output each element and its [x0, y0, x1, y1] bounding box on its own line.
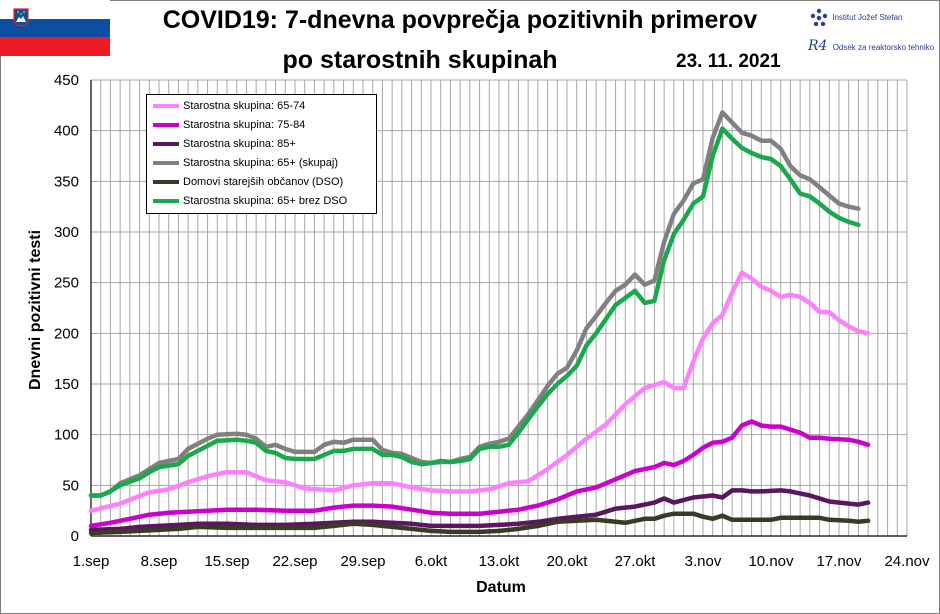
- legend-item: Starostna skupina: 75-84: [153, 116, 305, 134]
- ijs-logo-icon: [808, 8, 830, 28]
- x-tick-label: 15.sep: [204, 553, 249, 570]
- x-tick-label: 1.sep: [73, 553, 110, 570]
- y-tick-label: 0: [71, 528, 79, 545]
- y-tick-label: 150: [54, 376, 79, 393]
- ijs-logo: Institut Jožef Stefan: [808, 8, 903, 28]
- series-line-2: [88, 488, 871, 533]
- y-tick-label: 50: [62, 477, 79, 494]
- chart-title-line1: COVID19: 7-dnevna povprečja pozitivnih p…: [162, 6, 758, 34]
- legend-label: Starostna skupina: 85+: [183, 138, 296, 150]
- x-tick-label: 17.nov: [816, 553, 862, 570]
- chart-series: [88, 110, 871, 536]
- legend-swatch: [153, 104, 179, 108]
- x-tick-label: 24.nov: [884, 553, 930, 570]
- series-line-0: [88, 270, 871, 513]
- legend-swatch: [153, 180, 179, 184]
- y-tick-label: 300: [54, 224, 79, 241]
- x-tick-label: 13.okt: [479, 553, 521, 570]
- series-line-3: [88, 110, 861, 498]
- legend-item: Domovi starejših občanov (DSO): [153, 173, 343, 191]
- chart-axes: [90, 80, 907, 537]
- odsek-logo-mark: R4: [808, 38, 828, 54]
- legend-label: Starostna skupina: 65+ (skupaj): [183, 157, 339, 169]
- legend-label: Starostna skupina: 65+ brez DSO: [183, 195, 348, 207]
- odsek-logo: R4 Odsek za reaktorsko tehniko: [808, 38, 934, 54]
- y-tick-label: 350: [54, 173, 79, 190]
- x-tick-label: 20.okt: [547, 553, 589, 570]
- x-tick-label: 27.okt: [615, 553, 657, 570]
- chart-legend: Starostna skupina: 65-74 Starostna skupi…: [146, 94, 377, 214]
- chart-title-line2: po starostnih skupinah: [282, 46, 558, 74]
- series-line-4: [88, 511, 871, 536]
- odsek-logo-text: Odsek za reaktorsko tehniko: [832, 43, 935, 52]
- x-tick-label: 3.nov: [685, 553, 722, 570]
- y-tick-label: 100: [54, 427, 79, 444]
- report-date: 23. 11. 2021: [676, 51, 781, 72]
- legend-label: Starostna skupina: 65-74: [183, 100, 306, 112]
- y-tick-label: 250: [54, 275, 79, 292]
- y-tick-label: 400: [54, 123, 79, 140]
- x-tick-labels: 1.sep 8.sep 15.sep 22.sep 29.sep 6.okt 13.okt 2…: [73, 553, 930, 570]
- slovenia-flag-icon: [0, 0, 110, 56]
- legend-swatch: [153, 142, 179, 146]
- y-tick-label: 200: [54, 325, 79, 342]
- chart-grid: [90, 79, 908, 537]
- legend-item: Starostna skupina: 65-74: [153, 97, 305, 115]
- legend-item: Starostna skupina: 65+ (skupaj): [153, 154, 338, 172]
- legend-swatch: [153, 199, 179, 203]
- x-tick-label: 6.okt: [415, 553, 448, 570]
- legend-item: Starostna skupina: 85+: [153, 135, 296, 153]
- legend-label: Domovi starejših občanov (DSO): [183, 176, 344, 188]
- ijs-logo-text: Institut Jožef Stefan: [832, 13, 903, 23]
- y-tick-labels: 0 50 100 150 200 250 300 350 400 450: [54, 72, 79, 545]
- x-axis-title: Datum: [476, 579, 526, 596]
- x-tick-label: 29.sep: [340, 553, 385, 570]
- y-tick-label: 450: [54, 72, 79, 89]
- legend-item: Starostna skupina: 65+ brez DSO: [153, 192, 347, 210]
- series-line-5: [88, 126, 861, 498]
- legend-swatch: [153, 161, 179, 165]
- x-tick-label: 10.nov: [748, 553, 794, 570]
- y-axis-title: Dnevni pozitivni testi: [27, 230, 44, 390]
- series-line-1: [88, 419, 871, 529]
- legend-swatch: [153, 123, 179, 127]
- x-tick-label: 22.sep: [272, 553, 317, 570]
- x-tick-label: 8.sep: [141, 553, 178, 570]
- legend-label: Starostna skupina: 75-84: [183, 119, 306, 131]
